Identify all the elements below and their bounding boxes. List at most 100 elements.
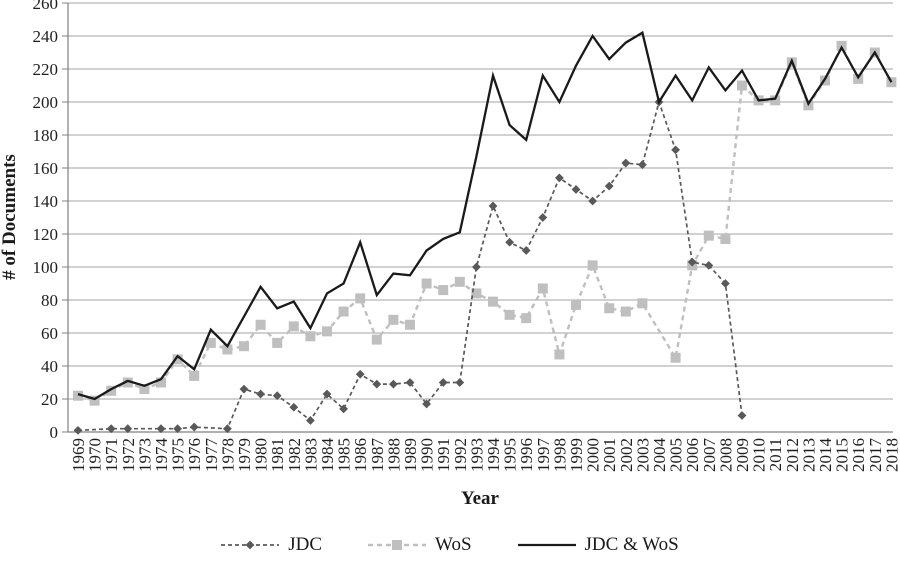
marker-wos-1991 [438, 285, 449, 296]
marker-wos-1973 [139, 384, 150, 395]
legend-item-jdc: JDC [221, 534, 322, 556]
marker-wos-1980 [255, 319, 266, 330]
x-tick-label: 1970 [86, 438, 105, 472]
marker-jdc-1993 [472, 262, 481, 272]
x-tick-label: 1980 [252, 438, 271, 472]
x-tick-label: 2013 [799, 438, 818, 472]
marker-wos-1971 [106, 385, 117, 396]
marker-wos-1976 [189, 370, 200, 381]
marker-jdc-1982 [289, 402, 299, 412]
marker-jdc-1984 [322, 389, 332, 399]
marker-jdc-2008 [721, 279, 730, 288]
marker-wos-2002 [620, 306, 631, 317]
chart-svg: 0 20 40 60 80 100 120 140 160 180 200 220 240 260 1969… [33, 0, 900, 473]
y-tick-label: 60 [41, 324, 58, 343]
x-tick-label: 2010 [750, 438, 769, 472]
series-jdc [73, 97, 747, 435]
marker-jdc-1969 [73, 425, 83, 435]
x-tick-label: 2012 [783, 438, 802, 472]
marker-wos-1974 [156, 377, 166, 388]
marker-jdc-1991 [438, 378, 448, 387]
marker-wos-1993 [471, 288, 482, 299]
marker-wos-1979 [239, 341, 249, 352]
y-tick-label: 260 [33, 0, 59, 13]
marker-wos-1984 [322, 326, 332, 337]
wos-line-sample-icon [368, 540, 427, 550]
marker-jdc-1986 [355, 369, 365, 379]
x-tick-label: 1981 [268, 438, 287, 472]
x-tick-label: 1999 [567, 438, 586, 472]
x-tick-label: 1979 [235, 438, 254, 472]
marker-jdc-1995 [505, 237, 514, 247]
marker-wos-1999 [571, 299, 581, 310]
y-tick-label: 140 [33, 192, 59, 211]
legend-label-jdc: JDC [288, 534, 323, 555]
x-tick-label: 1988 [384, 438, 403, 472]
x-tick-label: 2014 [816, 438, 835, 473]
jdc-line-sample-icon [221, 540, 280, 550]
marker-jdc-1983 [306, 416, 315, 425]
marker-jdc-1988 [389, 379, 398, 389]
marker-wos-1986 [355, 293, 366, 304]
legend-label-jdc-wos: JDC & WoS [584, 534, 679, 555]
marker-wos-2001 [604, 303, 615, 314]
x-tick-label: 1994 [484, 438, 503, 473]
x-tick-label: 1996 [517, 438, 536, 472]
marker-wos-1988 [388, 314, 399, 325]
marker-wos-1972 [122, 377, 133, 388]
marker-wos-1994 [488, 296, 498, 307]
x-tick-label: 2018 [882, 438, 900, 472]
x-tick-label: 2015 [833, 438, 852, 472]
legend-marker-wos [392, 540, 403, 550]
marker-jdc-2001 [604, 181, 614, 191]
marker-jdc-1980 [256, 389, 265, 399]
x-tick-label: 1975 [169, 438, 188, 472]
marker-wos-1977 [205, 337, 216, 348]
y-tick-label: 220 [33, 60, 59, 79]
marker-jdc-1990 [422, 399, 431, 409]
series-wos [73, 40, 897, 406]
marker-wos-1975 [172, 354, 183, 365]
x-tick-label: 2004 [650, 438, 669, 473]
marker-wos-2003 [637, 298, 648, 309]
marker-jdc-1972 [123, 424, 133, 434]
legend: JDC WoS JDC & WoS [0, 534, 900, 556]
legend-item-wos: WoS [368, 534, 472, 556]
x-tick-label: 1998 [550, 438, 569, 472]
marker-wos-2009 [737, 80, 747, 91]
marker-wos-1985 [338, 306, 349, 317]
marker-jdc-2003 [638, 160, 647, 170]
marker-jdc-1999 [571, 185, 581, 194]
marker-jdc-2000 [588, 196, 597, 206]
x-tick-label: 2000 [584, 438, 603, 472]
series-jdc-wos [77, 30, 893, 401]
marker-jdc-1979 [239, 384, 249, 394]
marker-jdc-1996 [521, 246, 531, 255]
y-tick-label: 80 [41, 291, 58, 310]
marker-wos-2007 [703, 230, 714, 241]
x-tick-label: 1978 [218, 438, 237, 472]
x-tick-label: 1974 [152, 438, 171, 473]
marker-jdc-1985 [339, 404, 348, 414]
x-tick-label: 2006 [683, 438, 702, 472]
marker-jdc-2007 [704, 260, 714, 270]
jdc-wos-line-sample-icon [517, 543, 576, 547]
y-tick-label: 240 [33, 27, 59, 46]
x-tick-label: 1984 [318, 438, 337, 473]
marker-wos-2008 [720, 233, 731, 244]
x-tick-label: 2005 [667, 438, 686, 472]
marker-wos-1978 [222, 344, 233, 355]
x-tick-label: 1991 [434, 438, 453, 472]
marker-jdc-1987 [372, 379, 382, 389]
marker-jdc-1974 [156, 424, 166, 434]
x-tick-label: 1976 [185, 438, 204, 472]
marker-wos-1981 [272, 337, 283, 348]
marker-jdc-2005 [671, 145, 680, 155]
marker-jdc-2002 [621, 158, 631, 168]
y-tick-label: 0 [50, 423, 59, 442]
x-axis-title: Year [461, 488, 499, 509]
x-tick-label: 2009 [733, 438, 752, 472]
marker-wos-2011 [770, 95, 781, 106]
x-tick-label: 1983 [301, 438, 320, 472]
